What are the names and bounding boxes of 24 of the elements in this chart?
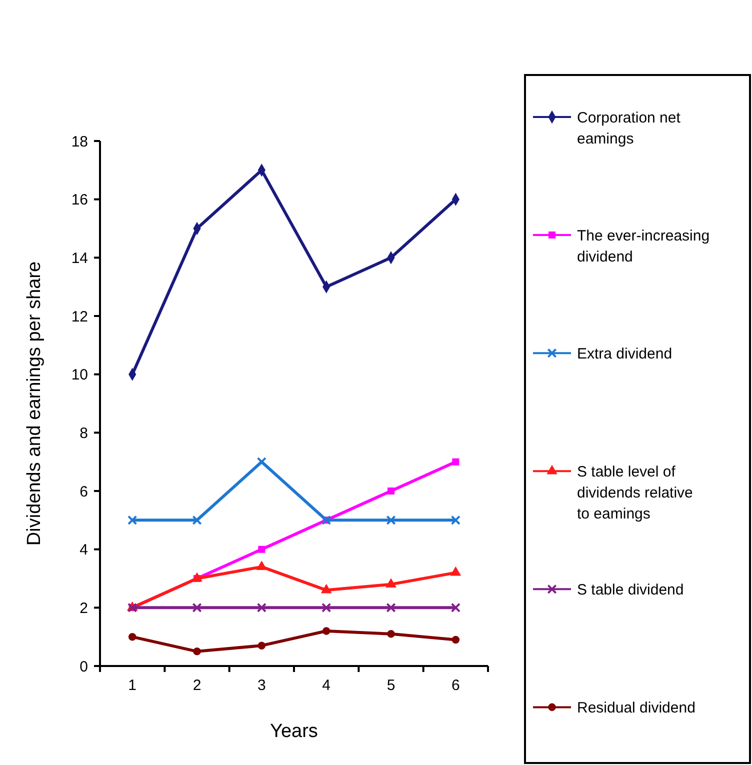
legend-label: Corporation net eamings [577,109,682,148]
y-tick-label: 2 [80,600,88,617]
y-axis-title: Dividends and earnings per share [24,261,45,546]
y-tick-label: 18 [71,133,88,150]
y-tick-label: 8 [80,424,88,442]
legend-label: S table dividend [577,581,684,598]
y-tick-label: 6 [80,483,88,500]
legend-label: S table level of dividends relative to eamings [577,463,693,522]
x-tick-label: 1 [128,677,137,694]
x-tick-label: 4 [322,677,331,694]
x-axis-title: Years [270,721,318,742]
y-tick-label: 4 [80,542,88,559]
legend-label: Residual dividend [577,699,696,716]
y-tick-label: 10 [71,366,88,384]
x-tick-label: 6 [451,677,460,694]
y-tick-label: 12 [71,308,88,326]
y-tick-label: 0 [80,658,88,676]
y-tick-label: 16 [71,192,88,209]
x-tick-label: 3 [257,677,266,694]
x-tick-label: 5 [386,677,396,694]
legend-label: The ever-increasing dividend [577,227,710,266]
legend-label: Extra dividend [577,345,672,362]
x-tick-label: 2 [192,677,202,694]
y-tick-label: 14 [71,250,88,267]
